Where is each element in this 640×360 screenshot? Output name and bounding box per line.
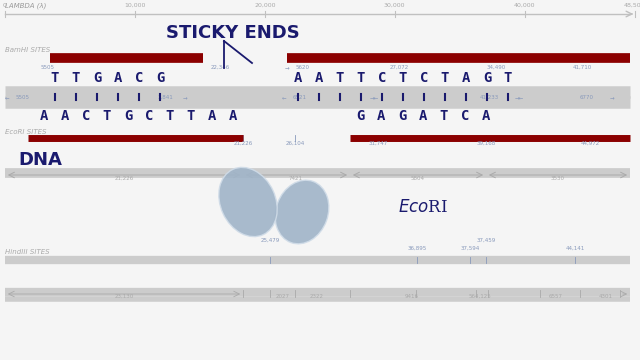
- Text: 5505: 5505: [16, 95, 30, 100]
- Text: 2027: 2027: [276, 294, 290, 299]
- Text: 5804: 5804: [411, 176, 425, 181]
- Text: 26,104: 26,104: [285, 141, 305, 146]
- Text: 23,130: 23,130: [115, 294, 134, 299]
- Text: 564,125: 564,125: [468, 294, 492, 299]
- Text: A: A: [61, 109, 69, 123]
- Ellipse shape: [219, 167, 277, 237]
- Text: A: A: [462, 71, 470, 85]
- Text: 30,000: 30,000: [384, 3, 405, 8]
- Text: T: T: [441, 71, 449, 85]
- Text: 37,594: 37,594: [460, 246, 479, 251]
- Text: T: T: [166, 109, 174, 123]
- Text: A: A: [315, 71, 323, 85]
- Text: HindIII SITES: HindIII SITES: [5, 249, 50, 255]
- Text: 44,972: 44,972: [580, 141, 600, 146]
- Text: A: A: [482, 109, 490, 123]
- Text: G: G: [483, 71, 491, 85]
- Text: A: A: [208, 109, 216, 123]
- Text: 7421: 7421: [289, 176, 303, 181]
- Text: 37,459: 37,459: [476, 238, 495, 243]
- Text: T: T: [72, 71, 80, 85]
- Text: 39,168: 39,168: [476, 141, 495, 146]
- Ellipse shape: [275, 180, 329, 244]
- Text: BamHI SITES: BamHI SITES: [5, 47, 51, 53]
- Text: →: →: [183, 95, 188, 100]
- Text: →←: →←: [515, 95, 524, 100]
- Text: C: C: [82, 109, 90, 123]
- Text: 6521: 6521: [293, 95, 307, 100]
- Text: T: T: [103, 109, 111, 123]
- Text: C: C: [461, 109, 469, 123]
- Text: 5620: 5620: [296, 65, 310, 70]
- Text: T: T: [336, 71, 344, 85]
- Text: 20,000: 20,000: [254, 3, 276, 8]
- Text: LAMBDA (λ): LAMBDA (λ): [5, 3, 46, 9]
- Text: →←: →←: [370, 95, 380, 100]
- Text: T: T: [357, 71, 365, 85]
- Text: 2322: 2322: [310, 294, 324, 299]
- Text: G: G: [93, 71, 101, 85]
- Text: A: A: [419, 109, 427, 123]
- Text: 34,490: 34,490: [487, 65, 506, 70]
- Text: 22,346: 22,346: [211, 65, 230, 70]
- Text: 3530: 3530: [551, 176, 565, 181]
- Text: ←: ←: [5, 95, 10, 100]
- Text: EcoRI SITES: EcoRI SITES: [5, 129, 47, 135]
- Text: T: T: [399, 71, 407, 85]
- Text: 6557: 6557: [549, 294, 563, 299]
- Text: C: C: [378, 71, 386, 85]
- Text: 3,841: 3,841: [158, 95, 173, 100]
- Text: 10,000: 10,000: [124, 3, 145, 8]
- Text: 4301: 4301: [599, 294, 613, 299]
- Text: 41,710: 41,710: [573, 65, 592, 70]
- Text: G: G: [156, 71, 164, 85]
- Text: A: A: [114, 71, 122, 85]
- Text: T: T: [440, 109, 448, 123]
- Text: C: C: [420, 71, 428, 85]
- Text: A: A: [294, 71, 302, 85]
- Text: T: T: [504, 71, 512, 85]
- Text: A: A: [40, 109, 48, 123]
- Text: 36,895: 36,895: [408, 246, 427, 251]
- Text: 44,141: 44,141: [565, 246, 584, 251]
- Text: T: T: [51, 71, 59, 85]
- Text: G: G: [398, 109, 406, 123]
- Text: C: C: [145, 109, 153, 123]
- Text: 48,502: 48,502: [624, 3, 640, 8]
- Text: 21,226: 21,226: [115, 176, 134, 181]
- Text: 6770: 6770: [580, 95, 594, 100]
- Text: 31,747: 31,747: [369, 141, 388, 146]
- Text: A: A: [377, 109, 385, 123]
- Text: ←: ←: [282, 95, 287, 100]
- Text: →: →: [285, 65, 290, 70]
- Text: 0: 0: [3, 3, 7, 8]
- Text: 5505: 5505: [41, 65, 55, 70]
- Text: A: A: [229, 109, 237, 123]
- Text: 41,233: 41,233: [480, 95, 499, 100]
- Text: C: C: [135, 71, 143, 85]
- Text: DNA: DNA: [18, 151, 62, 169]
- Text: $\it{Eco}$RI: $\it{Eco}$RI: [398, 198, 448, 216]
- Text: T: T: [187, 109, 195, 123]
- Text: 40,000: 40,000: [514, 3, 535, 8]
- Text: STICKY ENDS: STICKY ENDS: [166, 24, 300, 42]
- Text: 27,072: 27,072: [390, 65, 409, 70]
- Text: →: →: [610, 95, 614, 100]
- Text: 25,479: 25,479: [260, 238, 280, 243]
- Text: G: G: [356, 109, 364, 123]
- Text: 9416: 9416: [405, 294, 419, 299]
- Text: G: G: [124, 109, 132, 123]
- Text: 21,226: 21,226: [234, 141, 253, 146]
